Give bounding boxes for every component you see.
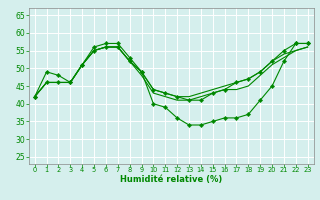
- X-axis label: Humidité relative (%): Humidité relative (%): [120, 175, 222, 184]
